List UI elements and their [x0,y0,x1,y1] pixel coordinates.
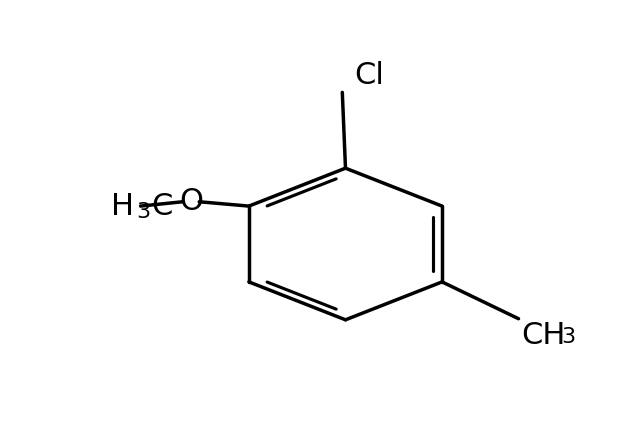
Text: 3: 3 [561,327,575,347]
Text: Cl: Cl [354,61,383,90]
Text: 3: 3 [136,202,150,222]
Text: O: O [180,187,204,216]
Text: CH: CH [522,321,566,350]
Text: C: C [151,191,172,221]
Text: H: H [111,191,134,221]
